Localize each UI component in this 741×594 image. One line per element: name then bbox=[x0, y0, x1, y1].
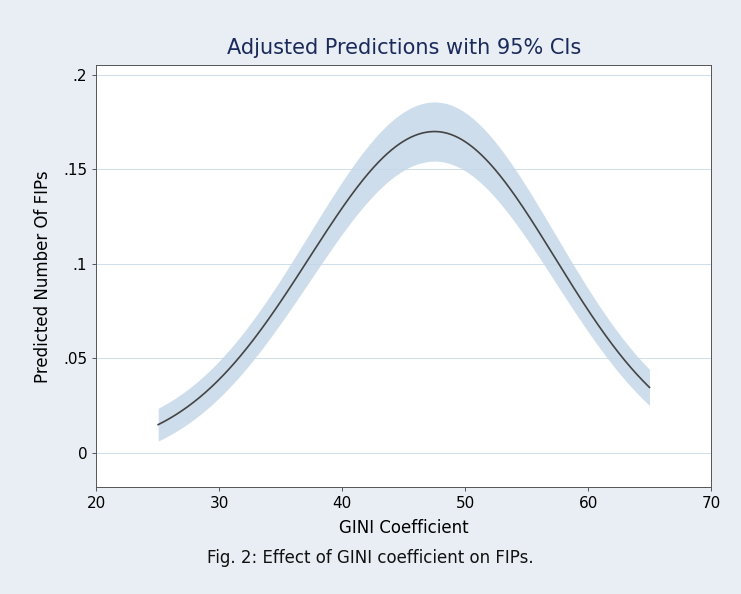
X-axis label: GINI Coefficient: GINI Coefficient bbox=[339, 519, 468, 538]
Y-axis label: Predicted Number Of FIPs: Predicted Number Of FIPs bbox=[34, 170, 52, 383]
Title: Adjusted Predictions with 95% CIs: Adjusted Predictions with 95% CIs bbox=[227, 38, 581, 58]
Text: Fig. 2: Effect of GINI coefficient on FIPs.: Fig. 2: Effect of GINI coefficient on FI… bbox=[207, 549, 534, 567]
